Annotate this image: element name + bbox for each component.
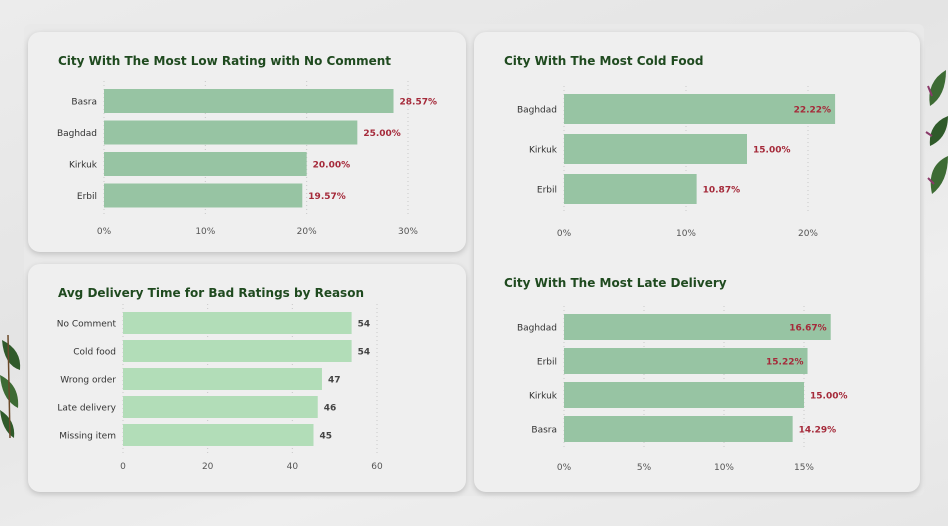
- category-label: Kirkuk: [69, 161, 98, 171]
- x-tick-label: 20: [202, 462, 214, 472]
- x-tick-label: 0%: [97, 227, 112, 237]
- bar: [123, 424, 314, 446]
- data-label: 20.00%: [313, 161, 351, 171]
- category-label: Cold food: [73, 348, 116, 358]
- bar: [564, 134, 747, 164]
- chart-title-cold-food: City With The Most Cold Food: [504, 54, 704, 68]
- chart-title-late-delivery: City With The Most Late Delivery: [504, 276, 727, 290]
- data-label: 28.57%: [400, 98, 438, 108]
- data-label: 10.87%: [703, 186, 741, 196]
- data-label: 15.00%: [753, 146, 791, 156]
- category-label: Baghdad: [57, 129, 97, 139]
- data-label: 46: [324, 404, 337, 414]
- leaf-decoration-left-icon: [0, 334, 21, 439]
- bar: [123, 312, 352, 334]
- data-label: 14.29%: [799, 426, 837, 436]
- bar-chart-late-delivery: 0% 5% 10% 15% Baghdad 16.67% Erbil 15.22% Kirkuk…: [517, 306, 848, 473]
- data-label: 15.22%: [766, 358, 804, 368]
- category-label: Wrong order: [60, 376, 116, 386]
- bar: [123, 396, 318, 418]
- x-tick-label: 15%: [794, 463, 814, 473]
- category-label: Baghdad: [517, 324, 557, 334]
- bar: [564, 416, 793, 442]
- x-tick-label: 30%: [398, 227, 418, 237]
- bar: [104, 89, 394, 113]
- data-label: 45: [320, 432, 333, 442]
- chart-title: Avg Delivery Time for Bad Ratings by Rea…: [58, 286, 364, 300]
- x-tick-label: 10%: [714, 463, 734, 473]
- category-label: Late delivery: [57, 404, 116, 414]
- category-label: Kirkuk: [529, 392, 558, 402]
- category-label: Missing item: [59, 432, 116, 442]
- x-tick-label: 60: [371, 462, 383, 472]
- x-tick-label: 0%: [557, 463, 572, 473]
- card-low-rating[interactable]: City With The Most Low Rating with No Co…: [28, 32, 466, 252]
- x-tick-label: 20%: [297, 227, 317, 237]
- x-tick-label: 20%: [798, 229, 818, 239]
- category-label: Basra: [71, 98, 97, 108]
- card-cold-food[interactable]: City With The Most Cold Food City With T…: [474, 32, 920, 492]
- category-label: Basra: [531, 426, 557, 436]
- bar: [564, 382, 804, 408]
- bar-chart-cold-food: 0% 10% 20% Baghdad 22.22% Kirkuk 15.00% Erbil 10…: [517, 86, 836, 239]
- bar: [123, 340, 352, 362]
- bar: [123, 368, 322, 390]
- x-tick-label: 0%: [557, 229, 572, 239]
- data-label: 15.00%: [810, 392, 848, 402]
- data-label: 16.67%: [789, 324, 827, 334]
- bar: [564, 94, 836, 124]
- chart-title: City With The Most Low Rating with No Co…: [58, 54, 391, 68]
- x-tick-label: 0: [120, 462, 126, 472]
- data-label: 22.22%: [794, 106, 832, 116]
- category-label: Kirkuk: [529, 146, 558, 156]
- category-label: Baghdad: [517, 106, 557, 116]
- bar: [104, 120, 358, 145]
- bar: [104, 152, 307, 176]
- category-label: No Comment: [57, 320, 117, 330]
- x-tick-label: 10%: [676, 229, 696, 239]
- category-label: Erbil: [77, 192, 97, 202]
- x-tick-label: 5%: [637, 463, 652, 473]
- bar: [104, 183, 303, 208]
- data-label: 19.57%: [308, 192, 346, 202]
- card-delivery-time[interactable]: Avg Delivery Time for Bad Ratings by Rea…: [28, 264, 466, 492]
- leaf-decoration-right-icon: [925, 70, 948, 194]
- data-label: 25.00%: [363, 129, 401, 139]
- bar: [564, 314, 831, 340]
- bar-chart-delivery-time: 0 20 40 60 No Comment 54 Cold food 54 Wrong orde…: [57, 304, 383, 472]
- data-label: 47: [328, 376, 341, 386]
- bar: [564, 348, 808, 374]
- category-label: Erbil: [537, 358, 557, 368]
- category-label: Erbil: [537, 186, 557, 196]
- bar-chart-low-rating: 0% 10% 20% 30% Basra 28.57% Baghdad 25.00% Kirku…: [57, 81, 438, 237]
- data-label: 54: [358, 348, 371, 358]
- x-tick-label: 10%: [195, 227, 215, 237]
- data-label: 54: [358, 320, 371, 330]
- x-tick-label: 40: [287, 462, 299, 472]
- bar: [564, 174, 697, 204]
